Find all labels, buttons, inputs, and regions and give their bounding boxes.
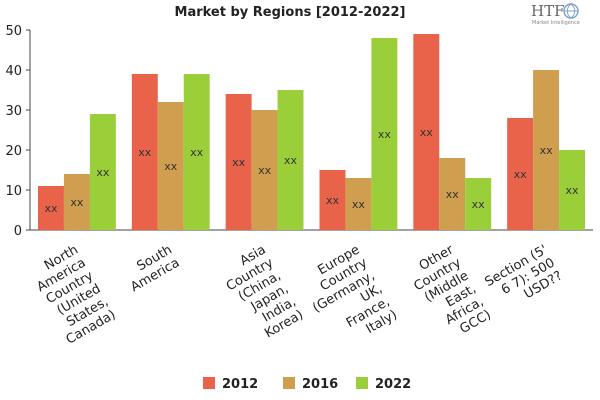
legend-swatch-2012: [203, 377, 215, 389]
data-label: xx: [190, 146, 204, 159]
data-label: xx: [164, 160, 178, 173]
legend-label: 2012: [222, 377, 258, 392]
globe-meridian: [564, 3, 578, 19]
x-tick-labels: NorthAmericaCountry(UnitedStates,Canada)…: [34, 242, 566, 348]
y-tick-label: 50: [5, 24, 22, 39]
y-tick-label: 30: [5, 104, 22, 119]
bars: [38, 34, 585, 230]
data-label: xx: [514, 168, 528, 181]
bar-2016: [345, 178, 372, 230]
bar-2012: [225, 94, 252, 230]
bar-2012: [38, 186, 64, 230]
bar-2016: [439, 158, 466, 230]
legend-label: 2022: [375, 377, 411, 392]
bar-2016: [63, 174, 90, 230]
data-label: xx: [138, 146, 152, 159]
legend-swatch-2016: [283, 377, 295, 389]
logo-wordmark: HTF: [531, 2, 565, 20]
legend: 2012 2016 2022: [203, 377, 411, 392]
bar-2012: [319, 170, 346, 230]
data-label: xx: [70, 196, 84, 209]
data-label: xx: [352, 198, 366, 211]
y-tick-label: 40: [5, 64, 22, 79]
bar-2022: [183, 74, 210, 230]
data-label: xx: [96, 166, 110, 179]
axes: 0 10 20 30 40 50: [5, 24, 593, 239]
bar-2022: [277, 90, 304, 230]
bar-2012: [131, 74, 158, 230]
htf-logo: HTF Market Intelligence: [531, 2, 580, 26]
bar-2022: [371, 38, 398, 230]
data-label: xx: [284, 154, 298, 167]
legend-label: 2016: [302, 377, 338, 392]
data-label: xx: [258, 164, 272, 177]
data-label: xx: [566, 184, 580, 197]
bar-2016: [157, 102, 184, 230]
bar-2022: [89, 114, 116, 230]
bar-2022: [465, 178, 492, 230]
bar-2022: [559, 150, 585, 230]
legend-swatch-2022: [356, 377, 368, 389]
data-label: xx: [472, 198, 486, 211]
bar-2016: [533, 70, 560, 230]
data-label: xx: [44, 202, 58, 215]
y-tick-label: 10: [5, 184, 22, 199]
data-label: xx: [378, 128, 392, 141]
logo-tagline: Market Intelligence: [532, 20, 580, 26]
data-label: xx: [446, 188, 460, 201]
y-tick-label: 20: [5, 144, 22, 159]
data-label: xx: [420, 126, 434, 139]
bar-2012: [507, 118, 534, 230]
data-label: xx: [540, 144, 554, 157]
bar-2012: [413, 34, 440, 230]
data-label: xx: [232, 156, 246, 169]
bar-2016: [251, 110, 278, 230]
chart-title: Market by Regions [2012-2022]: [175, 5, 406, 20]
y-tick-label: 0: [14, 224, 22, 239]
data-label: xx: [326, 194, 340, 207]
